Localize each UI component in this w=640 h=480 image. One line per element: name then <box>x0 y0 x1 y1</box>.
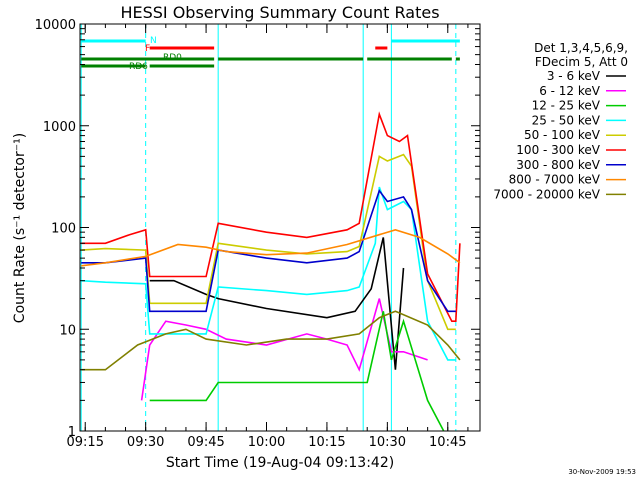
x-tick-label: 10:15 <box>308 435 345 450</box>
x-tick-label: 10:00 <box>248 435 285 450</box>
legend-entry-label: 6 - 12 keV <box>539 84 601 98</box>
x-tick-label: 10:30 <box>369 435 406 450</box>
chart-title: HESSI Observing Summary Count Rates <box>120 3 439 22</box>
y-tick-label: 10000 <box>35 18 76 33</box>
legend-header: Det 1,3,4,5,6,9, <box>534 41 628 55</box>
series-line-8 <box>81 310 461 371</box>
state-label-N: N <box>150 36 157 46</box>
state-label-RD6: RD6 <box>129 62 148 72</box>
y-tick-label: 100 <box>51 222 76 237</box>
legend-entry-label: 800 - 7000 keV <box>509 173 601 187</box>
series-line-6 <box>81 188 456 313</box>
x-tick-label: 09:45 <box>187 435 224 450</box>
x-tick-label: 10:45 <box>429 435 466 450</box>
series-line-7 <box>81 228 461 267</box>
legend-entry-label: 300 - 800 keV <box>516 158 600 172</box>
x-tick-label: 09:30 <box>127 435 164 450</box>
series-line-2 <box>149 311 445 432</box>
x-axis-label: Start Time (19-Aug-04 09:13:42) <box>166 455 394 471</box>
y-tick-label: 1000 <box>43 120 76 135</box>
series-line-5 <box>81 111 461 322</box>
x-tick-label: 09:15 <box>67 435 104 450</box>
y-axis-label: Count Rate (s⁻¹ detector⁻¹) <box>12 133 28 323</box>
series-line-0 <box>149 237 405 370</box>
legend-entry-label: 25 - 50 keV <box>532 113 601 127</box>
legend-entry-label: 50 - 100 keV <box>524 128 601 142</box>
series-line-3 <box>81 186 456 361</box>
y-tick-label: 1 <box>68 425 76 440</box>
y-tick-label: 10 <box>59 323 76 338</box>
footer-date: 30-Nov-2009 19:53 <box>568 468 636 476</box>
legend-entry-label: 7000 - 20000 keV <box>493 187 600 201</box>
legend-entry-label: 3 - 6 keV <box>547 69 601 83</box>
legend-header: FDecim 5, Att 0 <box>535 55 628 69</box>
state-label-RD0: RD0 <box>163 53 182 63</box>
legend-entry-label: 100 - 300 keV <box>516 143 600 157</box>
legend-entry-label: 12 - 25 keV <box>532 99 601 113</box>
state-label-F: F <box>145 44 150 54</box>
